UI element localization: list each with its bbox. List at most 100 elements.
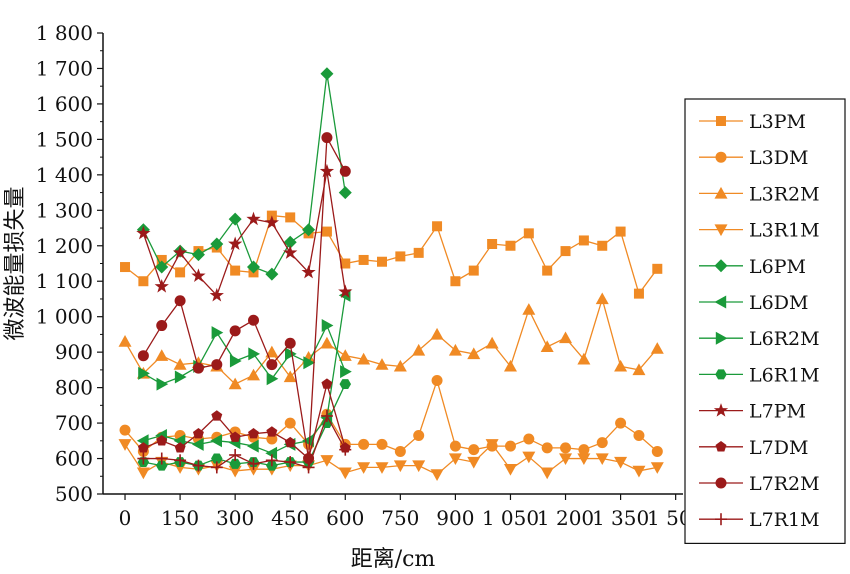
- data-point-l6pm: [283, 235, 297, 249]
- data-point-l6r2m: [229, 354, 242, 368]
- data-point-l6r2m: [266, 372, 279, 386]
- data-point-l6r1m: [211, 453, 223, 464]
- data-point-l3pm: [230, 265, 241, 276]
- data-point-l6r2m: [174, 370, 187, 384]
- data-point-l3pm: [615, 226, 626, 237]
- y-tick-label: 1 500: [36, 127, 93, 151]
- data-point-l6pm: [338, 186, 352, 200]
- data-point-l7dm: [174, 442, 186, 453]
- data-point-l3dm: [431, 375, 443, 387]
- data-point-l6r1m: [339, 379, 352, 390]
- series-l7r1m: [137, 409, 352, 474]
- data-point-l7pm: [338, 284, 353, 298]
- data-point-l6dm: [191, 437, 204, 451]
- data-point-l3r2m: [338, 349, 352, 361]
- data-point-l6pm: [210, 237, 224, 251]
- data-point-l6r2m: [321, 319, 334, 333]
- legend-marker: [714, 186, 728, 199]
- data-point-l3r2m: [485, 336, 499, 349]
- data-point-l7r1m: [284, 456, 297, 469]
- data-point-l3dm: [394, 445, 406, 457]
- y-tick-label: 500: [55, 482, 93, 506]
- data-point-l3r1m: [448, 453, 462, 466]
- data-point-l3pm: [120, 262, 131, 273]
- data-point-l3dm: [651, 445, 663, 457]
- series-line-l3r2m: [124, 296, 658, 385]
- data-point-l3pm: [560, 246, 571, 257]
- legend-label: L6DM: [749, 292, 808, 314]
- data-point-l3pm: [395, 251, 406, 262]
- x-tick-label: 300: [216, 506, 254, 530]
- data-point-l7r2m: [248, 314, 260, 326]
- data-point-l3pm: [652, 263, 663, 274]
- legend-label: L7PM: [749, 401, 806, 423]
- data-point-l3r1m: [595, 453, 609, 466]
- data-point-l3r2m: [393, 359, 407, 372]
- data-point-l7r1m: [229, 448, 242, 461]
- legend-marker: [715, 151, 727, 163]
- legend-label: L7R2M: [749, 473, 820, 495]
- data-point-l3r2m: [448, 343, 462, 356]
- data-point-l3pm: [413, 247, 424, 258]
- legend-item-l6r1m: L6R1M: [699, 364, 820, 386]
- y-tick-label: 600: [55, 447, 93, 471]
- data-point-l7pm: [209, 287, 224, 302]
- data-point-l7dm: [137, 442, 149, 453]
- data-point-l6r2m: [248, 347, 261, 361]
- series-line-l6dm: [143, 295, 346, 454]
- data-point-l6pm: [155, 260, 169, 274]
- data-point-l3pm: [597, 240, 608, 251]
- data-point-l3r2m: [173, 358, 187, 370]
- data-point-l3r2m: [155, 349, 169, 361]
- data-point-l3r2m: [375, 358, 389, 370]
- data-point-l7r1m: [302, 461, 315, 474]
- legend-marker: [715, 513, 727, 526]
- legend-item-l7dm: L7DM: [699, 437, 808, 459]
- data-point-l3r2m: [265, 345, 279, 358]
- data-point-l3pm: [321, 226, 332, 237]
- data-point-l3pm: [633, 288, 644, 299]
- data-point-l3r1m: [320, 455, 334, 467]
- data-point-l3r2m: [283, 370, 297, 383]
- legend-box: [684, 98, 846, 544]
- data-point-l7dm: [156, 435, 168, 446]
- legend-item-l3dm: L3DM: [699, 147, 808, 169]
- data-point-l7r2m: [339, 165, 351, 177]
- legend-marker: [714, 259, 728, 273]
- data-point-l3r2m: [320, 336, 334, 349]
- data-point-l7dm: [192, 427, 204, 439]
- series-layer: [118, 67, 664, 481]
- legend-marker: [715, 331, 728, 345]
- data-point-l7dm: [248, 427, 259, 439]
- legend-item-l3pm: L3PM: [699, 111, 806, 133]
- data-point-l3r1m: [412, 460, 426, 473]
- data-point-l6r2m: [285, 347, 297, 361]
- data-point-l7r2m: [211, 359, 223, 371]
- data-point-l6dm: [247, 439, 259, 453]
- data-point-l3dm: [633, 429, 645, 441]
- series-line-l6r1m: [143, 383, 346, 467]
- data-point-l7r1m: [210, 461, 223, 474]
- data-point-l3r2m: [632, 363, 646, 376]
- y-tick-label: 800: [55, 376, 93, 400]
- data-point-l7dm: [266, 426, 278, 437]
- legend-label: L6R2M: [749, 328, 820, 350]
- data-point-l3dm: [504, 440, 516, 452]
- series-line-l7r2m: [142, 135, 346, 459]
- series-l6pm: [136, 67, 352, 281]
- data-point-l3pm: [578, 235, 589, 246]
- data-point-l3r2m: [614, 359, 628, 372]
- x-tick-label: 900: [436, 506, 474, 530]
- data-point-l3r2m: [412, 343, 426, 356]
- data-point-l6pm: [228, 212, 242, 226]
- data-point-l7r2m: [321, 132, 333, 144]
- data-point-l3r2m: [247, 368, 261, 381]
- data-point-l3pm: [542, 265, 553, 276]
- data-point-l6r2m: [156, 377, 169, 391]
- data-point-l6pm: [320, 67, 334, 81]
- data-point-l3r1m: [375, 462, 389, 474]
- data-point-l3r2m: [503, 359, 517, 372]
- data-point-l3pm: [376, 256, 387, 267]
- data-point-l3r1m: [559, 453, 573, 466]
